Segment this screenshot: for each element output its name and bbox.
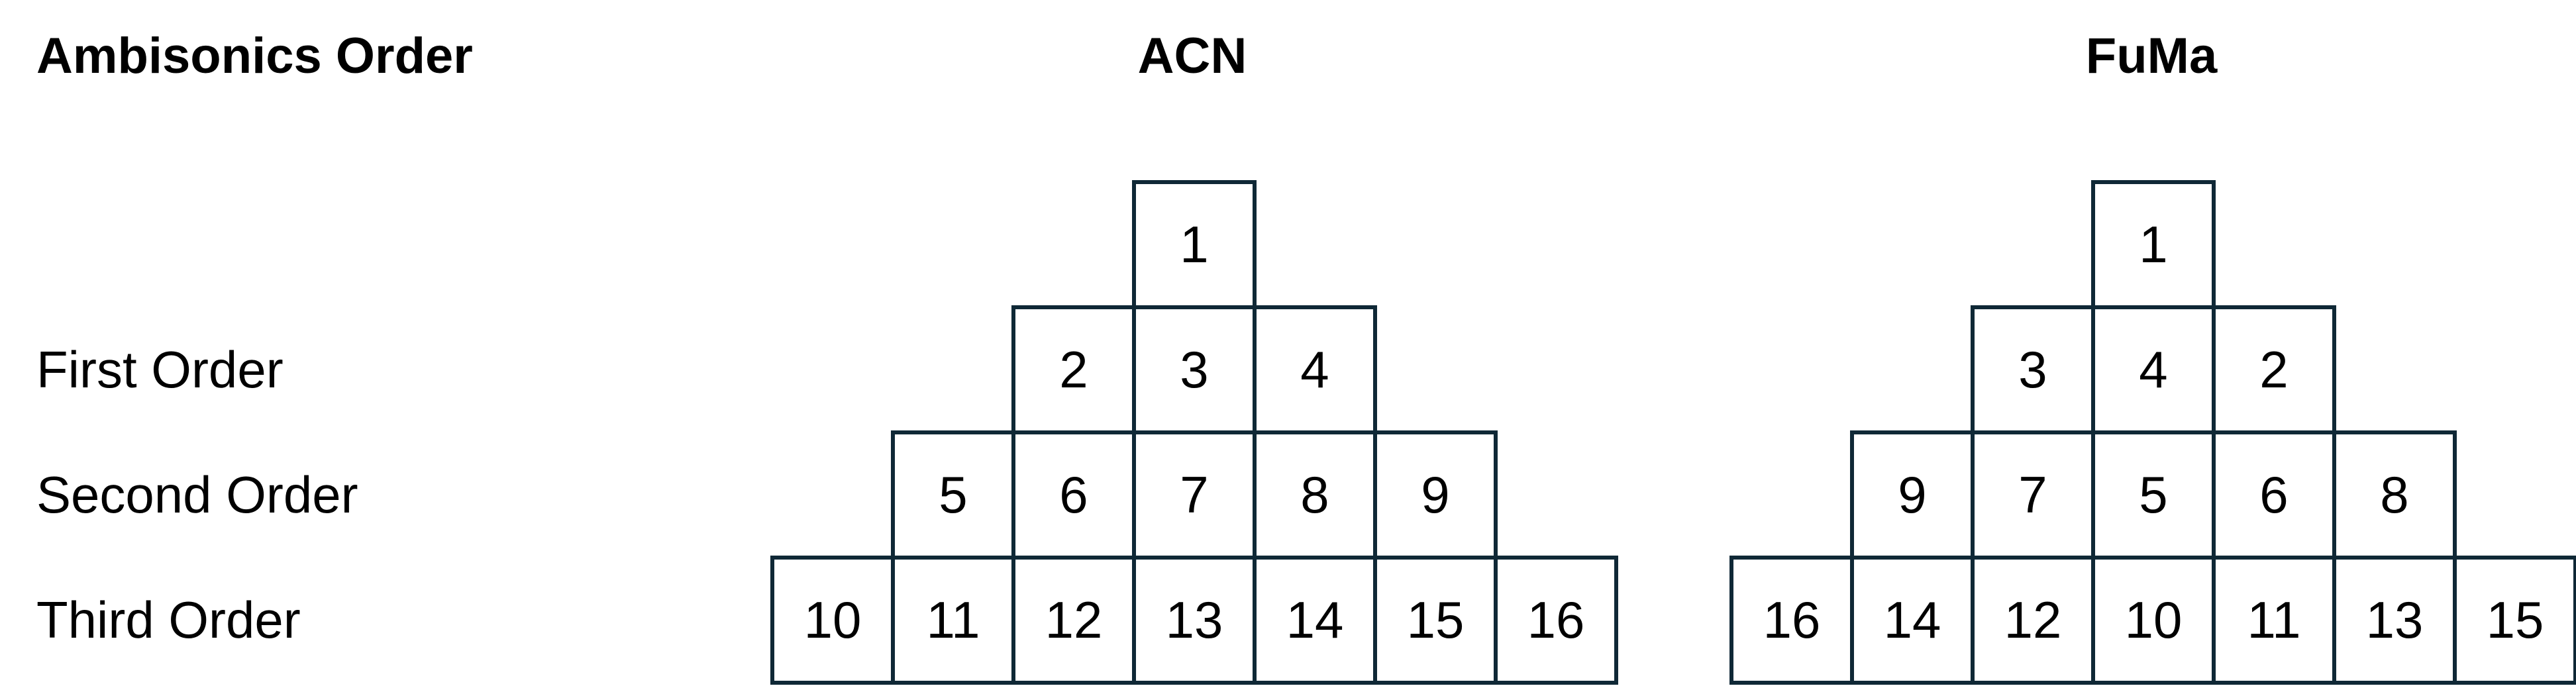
acn-channel-cell: 12	[1011, 556, 1136, 685]
fuma-channel-cell: 2	[2212, 305, 2336, 434]
fuma-channel-cell: 13	[2332, 556, 2457, 685]
acn-channel-cell: 9	[1373, 430, 1498, 560]
fuma-channel-cell: 5	[2091, 430, 2216, 560]
acn-channel-cell: 8	[1253, 430, 1377, 560]
fuma-channel-cell: 15	[2453, 556, 2576, 685]
row-label-second-order: Second Order	[36, 466, 358, 524]
fuma-channel-cell: 14	[1850, 556, 1975, 685]
fuma-channel-cell: 3	[1971, 305, 2095, 434]
fuma-channel-cell: 12	[1971, 556, 2095, 685]
acn-channel-cell: 2	[1011, 305, 1136, 434]
acn-channel-cell: 6	[1011, 430, 1136, 560]
acn-channel-cell: 4	[1253, 305, 1377, 434]
row-label-first-order: First Order	[36, 340, 283, 399]
acn-channel-cell: 16	[1494, 556, 1618, 685]
fuma-channel-cell: 1	[2091, 180, 2216, 309]
acn-channel-cell: 14	[1253, 556, 1377, 685]
fuma-channel-cell: 8	[2332, 430, 2457, 560]
acn-channel-cell: 3	[1132, 305, 1257, 434]
fuma-channel-cell: 4	[2091, 305, 2216, 434]
fuma-channel-cell: 10	[2091, 556, 2216, 685]
fuma-channel-cell: 11	[2212, 556, 2336, 685]
acn-channel-cell: 1	[1132, 180, 1257, 309]
acn-channel-cell: 7	[1132, 430, 1257, 560]
fuma-channel-cell: 7	[1971, 430, 2095, 560]
acn-heading: ACN	[1137, 28, 1247, 84]
acn-channel-cell: 15	[1373, 556, 1498, 685]
acn-channel-cell: 11	[891, 556, 1015, 685]
fuma-channel-cell: 6	[2212, 430, 2336, 560]
fuma-channel-cell: 16	[1729, 556, 1854, 685]
fuma-channel-cell: 9	[1850, 430, 1975, 560]
row-label-third-order: Third Order	[36, 591, 301, 649]
fuma-heading: FuMa	[2085, 28, 2218, 84]
acn-channel-cell: 5	[891, 430, 1015, 560]
ambisonics-order-heading: Ambisonics Order	[36, 28, 473, 84]
acn-channel-cell: 13	[1132, 556, 1257, 685]
acn-channel-cell: 10	[770, 556, 895, 685]
